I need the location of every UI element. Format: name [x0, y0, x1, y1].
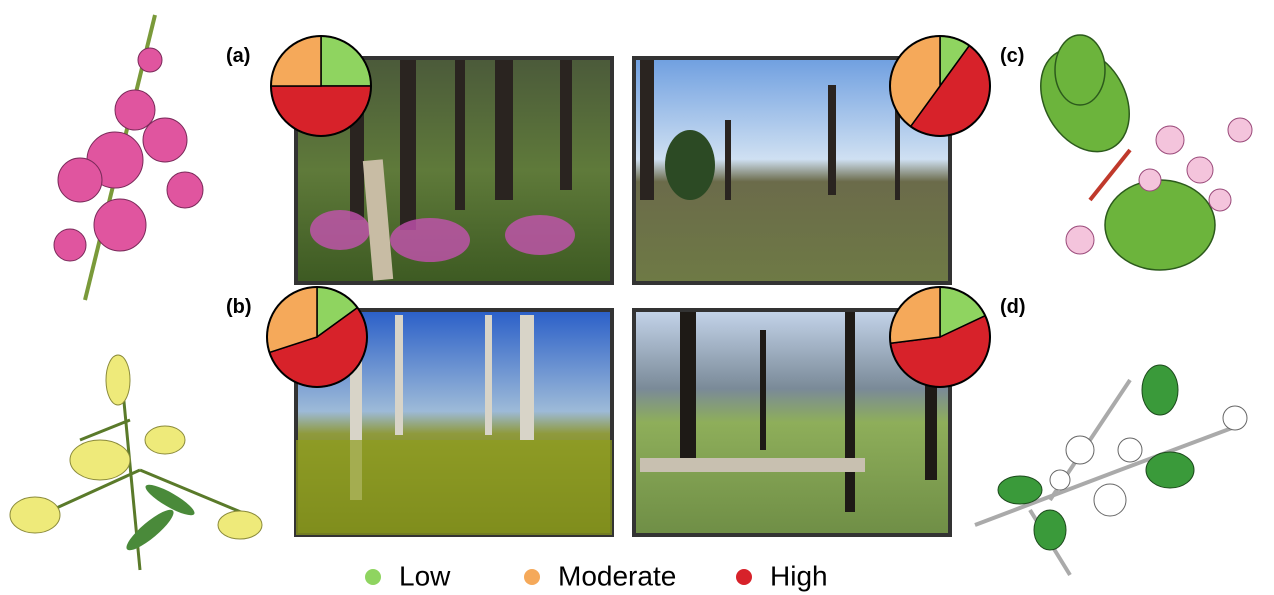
illustration-fireweed: [53, 14, 204, 301]
pie-outline: [266, 286, 368, 388]
legend: Low Moderate High: [365, 560, 828, 591]
pie-outline: [270, 35, 372, 137]
illustration-goldenrod: [9, 354, 263, 571]
legend-label: High: [770, 560, 828, 591]
panel-label: (a): [226, 45, 250, 67]
legend-swatch: [736, 569, 752, 585]
pie-outline: [889, 286, 991, 388]
pie-slice: [889, 286, 941, 345]
legend-swatch: [524, 569, 540, 585]
panel-label: (c): [1000, 45, 1024, 67]
legend-swatch: [365, 569, 381, 585]
illustration-serviceberry: [974, 364, 1248, 577]
panel-label: (b): [226, 296, 252, 318]
legend-label: Moderate: [558, 560, 676, 591]
pie-outline: [889, 35, 991, 137]
pie-charts: (a) (b) (c) (d): [226, 35, 1026, 388]
illustration-dogbane: [1040, 34, 1253, 271]
panel-label: (d): [1000, 296, 1026, 318]
legend-label: Low: [399, 560, 451, 591]
